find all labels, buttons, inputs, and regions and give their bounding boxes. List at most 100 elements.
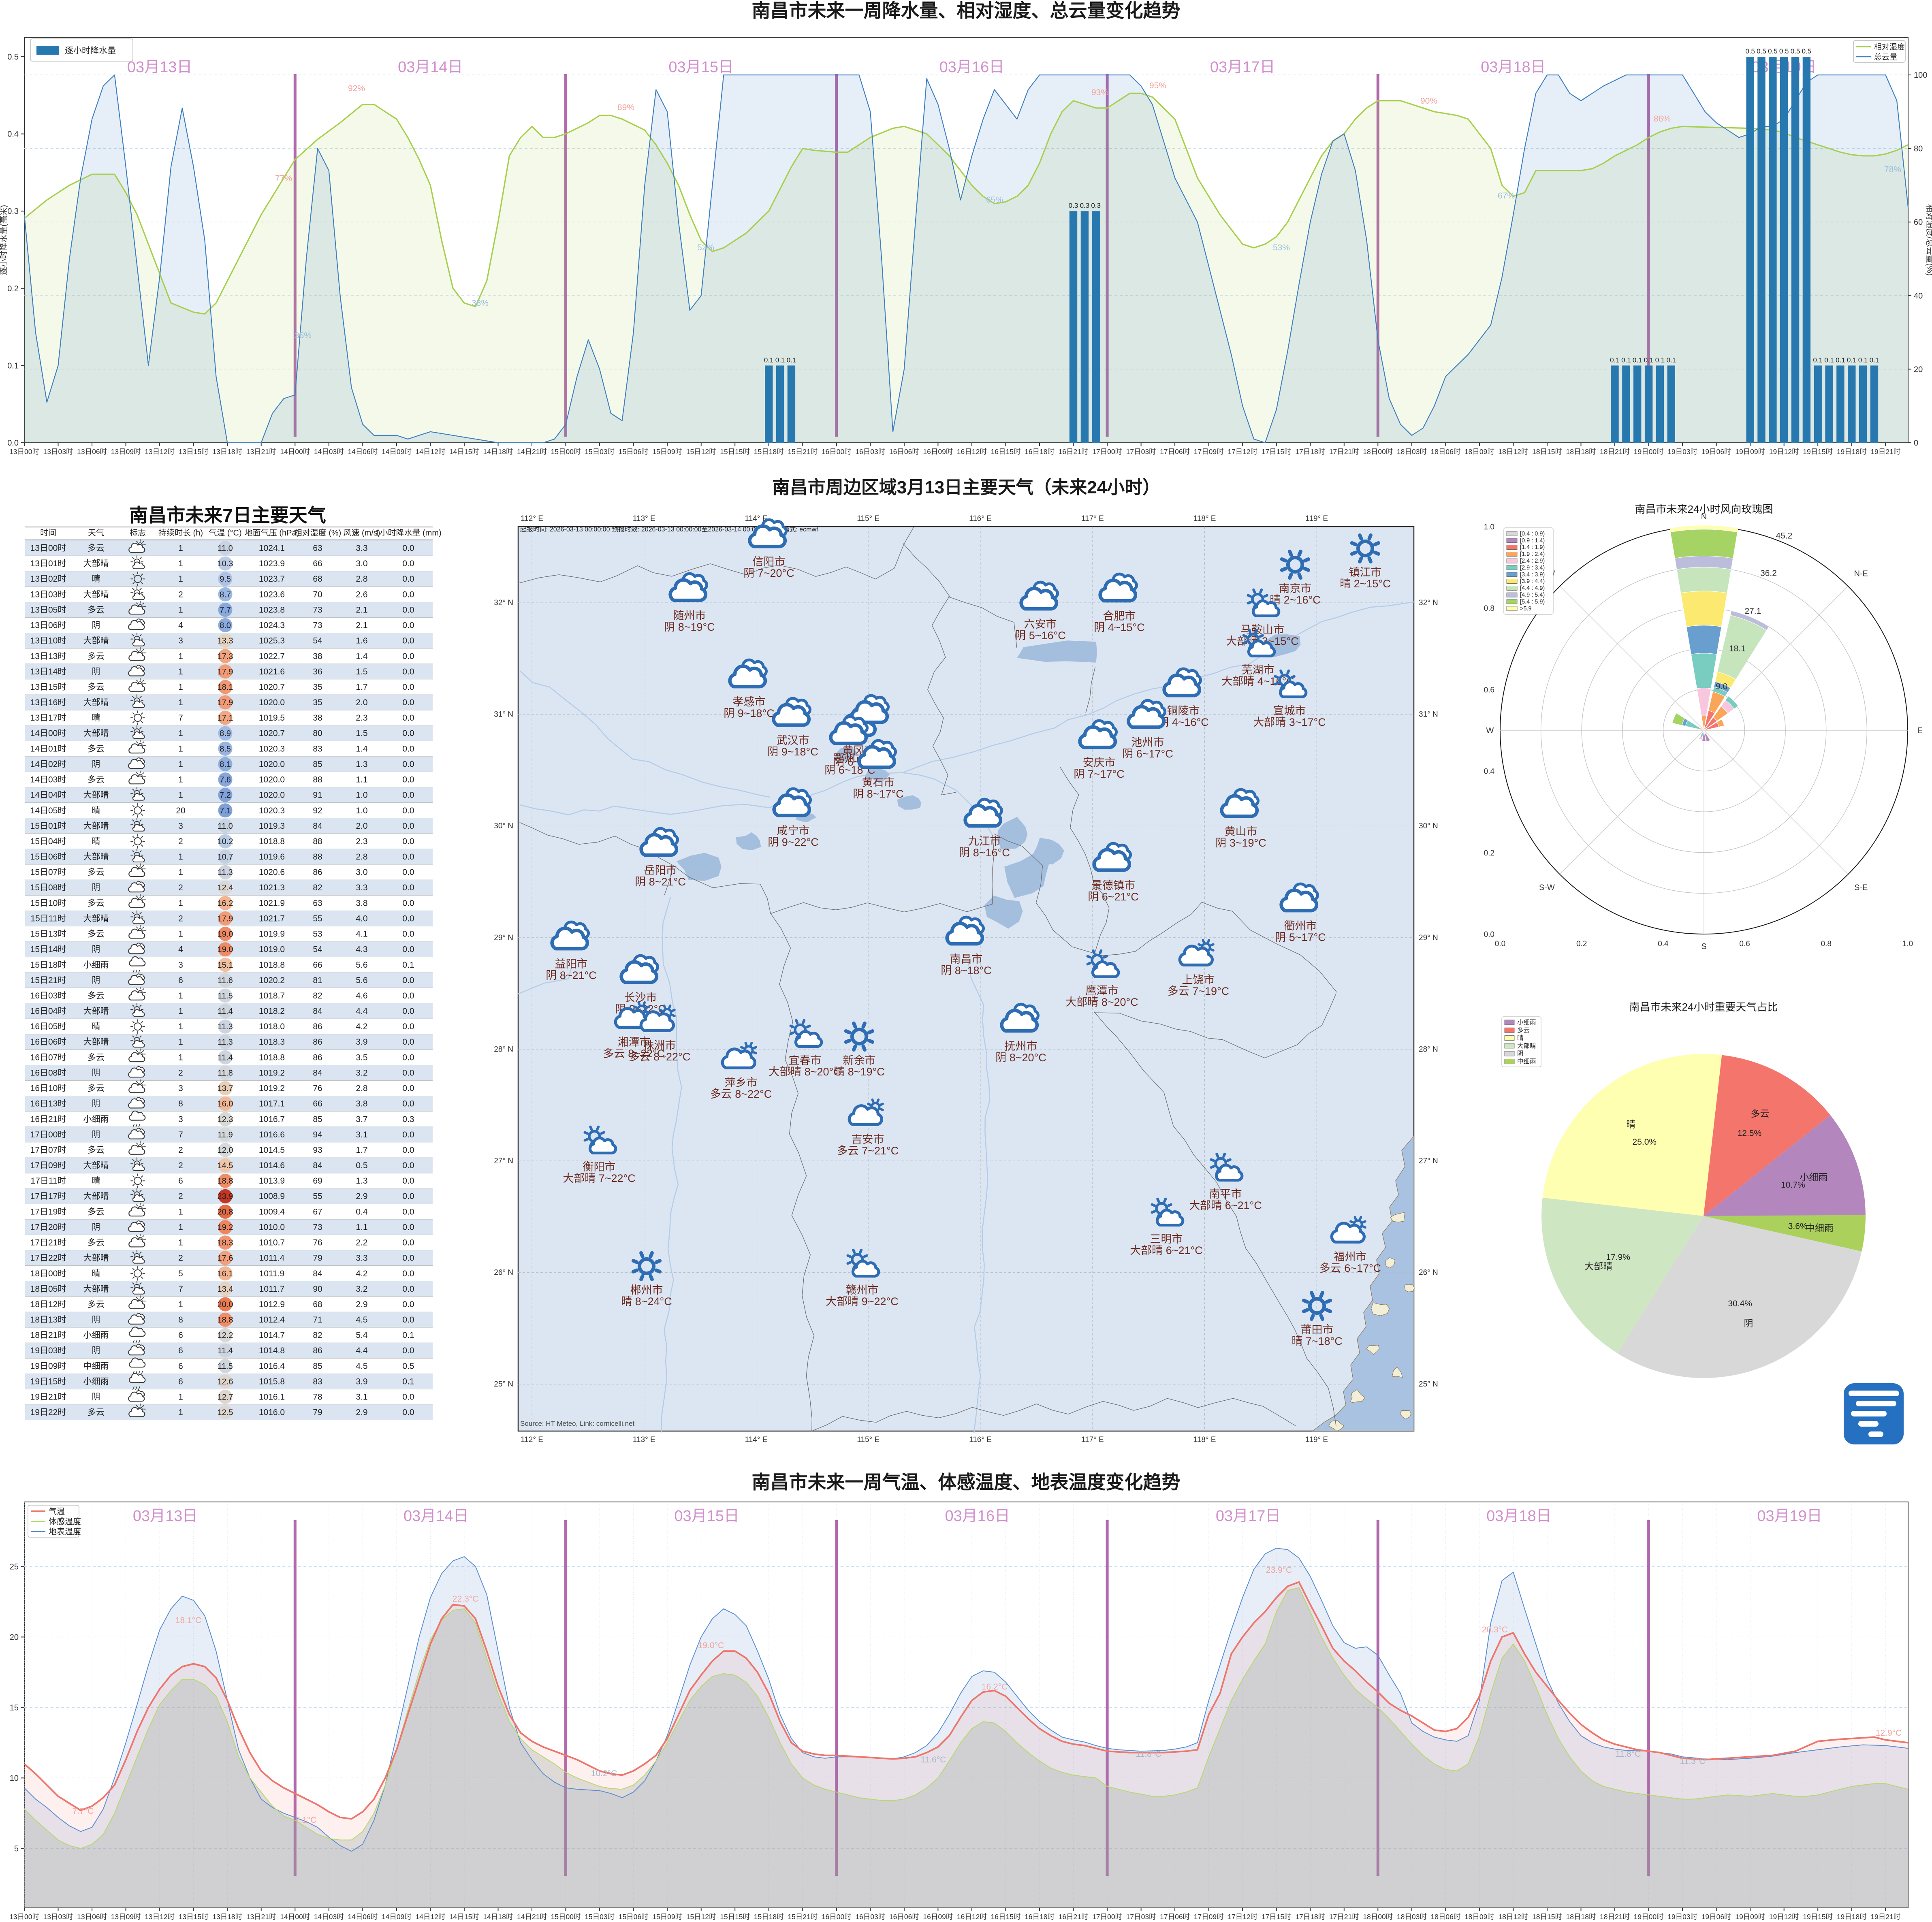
- svg-text:0.0: 0.0: [402, 976, 414, 985]
- svg-text:13日03时: 13日03时: [43, 448, 73, 456]
- svg-text:13日15时: 13日15时: [179, 448, 209, 456]
- svg-text:1.7: 1.7: [356, 1146, 367, 1155]
- svg-text:0.0: 0.0: [402, 1254, 414, 1263]
- svg-text:17日21时: 17日21时: [1329, 448, 1359, 456]
- svg-text:54: 54: [313, 945, 322, 954]
- svg-text:117° E: 117° E: [1081, 1436, 1104, 1444]
- svg-text:19日21时: 19日21时: [30, 1393, 66, 1402]
- svg-text:晴 8~19°C: 晴 8~19°C: [834, 1066, 885, 1078]
- svg-text:1014.8: 1014.8: [259, 1346, 285, 1355]
- svg-text:13日00时: 13日00时: [9, 1913, 39, 1921]
- svg-text:2.1: 2.1: [356, 606, 367, 615]
- svg-text:95%: 95%: [1149, 81, 1166, 90]
- svg-text:20: 20: [10, 1633, 19, 1642]
- svg-text:W: W: [1486, 726, 1494, 735]
- svg-text:113° E: 113° E: [633, 514, 655, 523]
- svg-text:多云: 多云: [88, 1408, 105, 1417]
- svg-text:1012.9: 1012.9: [259, 1300, 285, 1309]
- svg-text:气温: 气温: [49, 1507, 65, 1516]
- svg-text:19.2: 19.2: [218, 1223, 233, 1232]
- svg-text:03月17日: 03月17日: [1216, 1508, 1281, 1525]
- svg-text:0.5: 0.5: [1745, 47, 1755, 55]
- svg-text:18.3: 18.3: [218, 1239, 233, 1248]
- svg-text:17日03时: 17日03时: [1126, 1913, 1156, 1921]
- svg-text:19日03时: 19日03时: [30, 1346, 66, 1355]
- svg-text:抚州市: 抚州市: [1005, 1040, 1038, 1052]
- svg-text:16日05时: 16日05时: [30, 1022, 66, 1031]
- svg-text:体感温度: 体感温度: [49, 1517, 81, 1526]
- svg-text:03月15日: 03月15日: [668, 59, 734, 76]
- svg-text:17日20时: 17日20时: [30, 1223, 66, 1232]
- svg-text:吉安市: 吉安市: [852, 1133, 884, 1146]
- svg-text:25° N: 25° N: [1419, 1380, 1438, 1389]
- svg-text:20: 20: [176, 806, 185, 815]
- svg-text:10.3: 10.3: [218, 559, 233, 568]
- svg-text:1010.0: 1010.0: [259, 1223, 285, 1232]
- svg-text:15日03时: 15日03时: [585, 1913, 615, 1921]
- svg-text:1.0: 1.0: [356, 791, 367, 800]
- svg-text:小细雨: 小细雨: [83, 1115, 109, 1124]
- svg-text:0.1: 0.1: [1655, 356, 1665, 364]
- svg-text:马鞍山市: 马鞍山市: [1240, 624, 1284, 636]
- svg-text:1小时降水量 (mm): 1小时降水量 (mm): [375, 528, 441, 538]
- svg-text:63: 63: [313, 544, 322, 553]
- svg-text:0: 0: [1914, 439, 1918, 448]
- svg-text:31° N: 31° N: [494, 710, 513, 719]
- svg-text:12.7: 12.7: [218, 1393, 233, 1402]
- svg-text:阴 5~17°C: 阴 5~17°C: [1275, 931, 1326, 943]
- svg-text:15日01时: 15日01时: [30, 821, 66, 831]
- svg-text:20.3°C: 20.3°C: [1482, 1625, 1508, 1634]
- svg-text:0.0: 0.0: [402, 914, 414, 924]
- svg-text:17.3: 17.3: [218, 652, 233, 661]
- svg-text:11.3: 11.3: [218, 1038, 233, 1047]
- svg-text:0.1: 0.1: [1870, 356, 1879, 364]
- svg-text:86: 86: [313, 1022, 322, 1031]
- svg-text:0.0: 0.0: [402, 1022, 414, 1031]
- svg-text:26° N: 26° N: [1419, 1269, 1438, 1277]
- svg-text:18日15时: 18日15时: [1532, 448, 1562, 456]
- svg-text:1019.3: 1019.3: [259, 821, 285, 831]
- svg-text:1.4: 1.4: [356, 652, 368, 661]
- svg-text:10: 10: [10, 1774, 19, 1783]
- svg-text:83: 83: [313, 1377, 322, 1387]
- svg-text:68: 68: [313, 574, 322, 584]
- svg-text:0.3: 0.3: [1080, 202, 1090, 209]
- svg-text:7.7: 7.7: [220, 606, 231, 615]
- svg-text:8.7: 8.7: [220, 590, 231, 599]
- svg-text:13日10时: 13日10时: [30, 636, 66, 646]
- svg-text:阴: 阴: [92, 621, 100, 630]
- svg-text:15日18时: 15日18时: [754, 1913, 784, 1921]
- svg-text:0.0: 0.0: [402, 667, 414, 676]
- svg-text:0.0: 0.0: [1495, 940, 1505, 948]
- svg-text:0.0: 0.0: [402, 775, 414, 785]
- svg-text:15日09时: 15日09时: [652, 448, 682, 456]
- svg-text:66: 66: [313, 1099, 322, 1109]
- svg-text:76: 76: [313, 1238, 322, 1248]
- svg-text:4.4: 4.4: [356, 1346, 368, 1355]
- svg-text:合肥市: 合肥市: [1103, 610, 1136, 622]
- svg-text:1023.6: 1023.6: [259, 590, 285, 599]
- svg-text:36.2: 36.2: [1760, 569, 1777, 578]
- svg-text:小细雨: 小细雨: [1800, 1172, 1827, 1182]
- svg-text:晴 8~24°C: 晴 8~24°C: [621, 1295, 672, 1308]
- svg-text:阴: 阴: [92, 1393, 100, 1402]
- svg-text:1020.7: 1020.7: [259, 683, 285, 692]
- svg-text:3: 3: [178, 1084, 183, 1093]
- svg-text:2.3: 2.3: [356, 713, 367, 723]
- svg-text:03月13日: 03月13日: [133, 1508, 198, 1525]
- svg-text:19.0: 19.0: [218, 930, 233, 939]
- svg-text:0.1: 0.1: [7, 361, 19, 370]
- svg-text:3.8: 3.8: [356, 1099, 367, 1109]
- svg-text:风速 (m/s): 风速 (m/s): [343, 528, 380, 538]
- svg-text:多云: 多云: [88, 991, 105, 1000]
- svg-text:1011.9: 1011.9: [259, 1269, 285, 1278]
- svg-text:89%: 89%: [617, 103, 634, 112]
- svg-text:15日15时: 15日15时: [720, 448, 750, 456]
- svg-text:27° N: 27° N: [1419, 1157, 1438, 1165]
- svg-text:0.6: 0.6: [1484, 686, 1494, 694]
- svg-text:17日00时: 17日00时: [1092, 448, 1122, 456]
- svg-text:3.7: 3.7: [356, 1115, 367, 1124]
- svg-text:1016.0: 1016.0: [259, 1408, 285, 1417]
- svg-text:1: 1: [178, 1408, 183, 1417]
- svg-text:多云: 多云: [88, 1146, 105, 1155]
